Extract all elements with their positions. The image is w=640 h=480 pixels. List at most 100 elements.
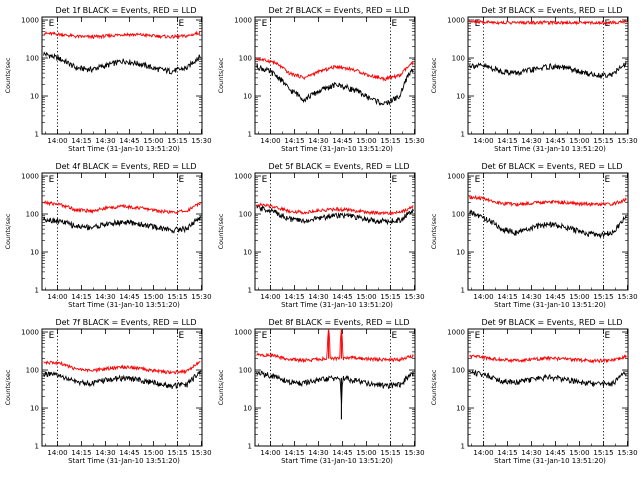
x-tick-label: 15:15: [380, 449, 400, 457]
x-tick-label: 14:00: [47, 449, 67, 457]
event-marker-label: E: [475, 331, 481, 341]
y-tick-label: 1: [248, 131, 252, 139]
x-tick-label: 14:00: [473, 137, 493, 145]
x-tick-label: 15:30: [617, 449, 637, 457]
x-tick-label: 14:00: [260, 293, 280, 301]
series-line-events: [469, 369, 627, 388]
x-tick-label: 14:45: [119, 137, 139, 145]
y-tick-label: 1: [35, 131, 39, 139]
x-tick-label: 14:15: [284, 293, 304, 301]
x-tick-label: 15:30: [404, 293, 424, 301]
plot-frame: [254, 328, 416, 447]
x-tick-label: 14:45: [545, 293, 565, 301]
x-tick-label: 15:00: [356, 137, 376, 145]
series-line-lld: [43, 360, 201, 375]
x-tick-label: 15:00: [569, 137, 589, 145]
x-tick-label: 14:45: [119, 293, 139, 301]
x-tick-label: 15:00: [143, 293, 163, 301]
detector-panel-4: Det 4f BLACK = Events, RED = LLD 1 10 100 10…: [4, 162, 212, 309]
y-axis-label: Counts/sec: [217, 213, 225, 249]
event-marker-label: E: [49, 19, 55, 29]
y-tick-label: 1: [248, 287, 252, 295]
y-tick-label: 10: [243, 93, 252, 101]
detector-panel-5: Det 5f BLACK = Events, RED = LLD 1 10 100 10…: [217, 162, 425, 309]
series-line-lld: [256, 330, 414, 364]
y-tick-label: 10: [243, 405, 252, 413]
panel-title: Det 4f BLACK = Events, RED = LLD: [55, 162, 196, 171]
x-tick-label: 14:45: [332, 137, 352, 145]
x-tick-label: 15:00: [569, 293, 589, 301]
event-marker-label: E: [475, 175, 481, 185]
x-tick-label: 15:15: [380, 293, 400, 301]
detector-panel-7: Det 7f BLACK = Events, RED = LLD 1 10 100 10…: [4, 318, 212, 465]
series-line-lld: [43, 30, 201, 40]
x-tick-label: 14:00: [473, 449, 493, 457]
y-tick-label: 10: [30, 405, 39, 413]
series-line-events: [256, 204, 414, 226]
y-tick-label: 100: [452, 211, 465, 219]
y-tick-label: 1: [461, 443, 465, 451]
series-spike-lld: [328, 329, 342, 359]
y-axis-label: Counts/sec: [217, 57, 225, 93]
event-marker-label: E: [179, 19, 185, 29]
x-tick-label: 15:30: [191, 449, 211, 457]
x-axis-label: Start Time (31-Jan-10 13:51:20): [281, 145, 393, 153]
event-marker-label: E: [179, 331, 185, 341]
x-tick-label: 15:00: [356, 449, 376, 457]
plot-frame: [41, 328, 203, 447]
x-tick-label: 15:15: [593, 137, 613, 145]
x-tick-label: 14:15: [71, 449, 91, 457]
event-marker-label: E: [262, 331, 268, 341]
y-tick-label: 100: [26, 211, 39, 219]
y-tick-label: 1: [35, 287, 39, 295]
x-tick-label: 14:15: [71, 137, 91, 145]
y-tick-label: 100: [26, 55, 39, 63]
x-tick-label: 14:15: [71, 293, 91, 301]
x-tick-label: 14:30: [308, 449, 328, 457]
y-tick-label: 10: [30, 93, 39, 101]
series-line-lld: [256, 57, 414, 82]
panel-title: Det 7f BLACK = Events, RED = LLD: [55, 318, 196, 327]
x-axis-label: Start Time (31-Jan-10 13:51:20): [494, 301, 606, 309]
x-tick-label: 14:45: [119, 449, 139, 457]
y-axis-label: Counts/sec: [4, 213, 12, 249]
x-axis-label: Start Time (31-Jan-10 13:51:20): [494, 457, 606, 465]
x-tick-label: 14:30: [308, 293, 328, 301]
x-axis-label: Start Time (31-Jan-10 13:51:20): [68, 145, 180, 153]
x-tick-label: 14:00: [473, 293, 493, 301]
x-tick-label: 14:30: [308, 137, 328, 145]
event-marker-label: E: [392, 19, 398, 29]
series-line-events: [43, 370, 201, 390]
detector-panel-3: Det 3f BLACK = Events, RED = LLD 1 10 100 10…: [430, 6, 638, 153]
panel-title: Det 8f BLACK = Events, RED = LLD: [268, 318, 409, 327]
panel-title: Det 9f BLACK = Events, RED = LLD: [481, 318, 622, 327]
x-axis-label: Start Time (31-Jan-10 13:51:20): [68, 301, 180, 309]
x-tick-label: 15:30: [191, 293, 211, 301]
detector-panel-2: Det 2f BLACK = Events, RED = LLD 1 10 100 10…: [217, 6, 425, 153]
plot-frame: [254, 16, 416, 135]
x-tick-label: 15:00: [569, 449, 589, 457]
x-tick-label: 15:15: [167, 137, 187, 145]
event-marker-label: E: [605, 175, 611, 185]
y-axis-label: Counts/sec: [4, 57, 12, 93]
event-marker-label: E: [392, 175, 398, 185]
event-marker-label: E: [605, 331, 611, 341]
x-tick-label: 15:30: [404, 449, 424, 457]
x-tick-label: 15:15: [167, 449, 187, 457]
plot-frame: [467, 328, 629, 447]
panel-title: Det 5f BLACK = Events, RED = LLD: [268, 162, 409, 171]
x-tick-label: 15:15: [593, 449, 613, 457]
plot-frame: [254, 172, 416, 291]
event-marker-label: E: [49, 331, 55, 341]
x-tick-label: 15:00: [143, 137, 163, 145]
x-tick-label: 15:30: [404, 137, 424, 145]
x-tick-label: 14:30: [95, 449, 115, 457]
y-tick-label: 1: [461, 287, 465, 295]
series-line-lld: [43, 200, 201, 215]
y-axis-label: Counts/sec: [430, 57, 438, 93]
x-tick-label: 14:15: [497, 293, 517, 301]
plot-frame: [41, 16, 203, 135]
plot-frame: [467, 16, 629, 135]
x-tick-label: 14:15: [497, 137, 517, 145]
